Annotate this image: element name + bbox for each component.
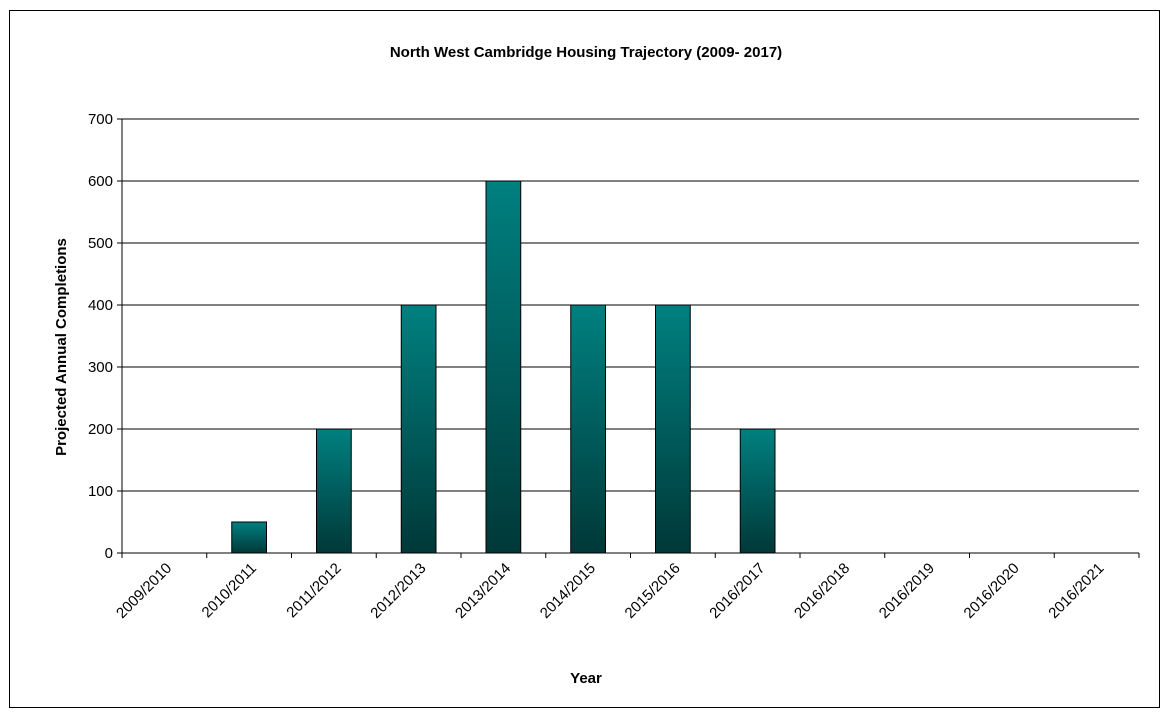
bar-2015-2016 xyxy=(655,304,691,554)
y-tick-label: 500 xyxy=(88,235,113,252)
x-tick-label: 2009/2010 xyxy=(113,560,175,622)
y-tick-label: 400 xyxy=(88,297,113,314)
y-tick-label: 600 xyxy=(88,173,113,190)
bar-2016-2017 xyxy=(739,428,776,554)
bar-2012-2013 xyxy=(400,304,437,554)
bar-2011-2012 xyxy=(316,428,352,554)
chart-title: North West Cambridge Housing Trajectory … xyxy=(390,44,782,61)
x-tick-label: 2010/2011 xyxy=(199,560,260,621)
y-tick-label: 0 xyxy=(105,545,113,562)
chart-frame: North West Cambridge Housing Trajectory … xyxy=(9,10,1160,708)
x-tick-label: 2016/2019 xyxy=(876,560,938,622)
x-tick-label: 2016/2021 xyxy=(1045,560,1107,622)
x-tick-label: 2012/2013 xyxy=(367,560,429,622)
bar-chart: North West Cambridge Housing Trajectory … xyxy=(53,44,1140,687)
x-tick-labels: 2009/2010 2010/2011 2011/2012 2012/2013 2013… xyxy=(113,560,1107,622)
x-tick-label: 2013/2014 xyxy=(452,560,514,622)
y-tick-labels: 0 100 200 300 400 500 600 700 xyxy=(88,111,113,562)
y-tick-label: 200 xyxy=(88,421,113,438)
x-tick-label: 2016/2018 xyxy=(791,560,853,622)
x-tick-label: 2015/2016 xyxy=(622,560,684,622)
bars xyxy=(231,180,776,554)
x-tick-label: 2011/2012 xyxy=(283,560,344,621)
y-tick-label: 700 xyxy=(88,111,113,128)
y-tick-label: 300 xyxy=(88,359,113,376)
x-tick-label: 2016/2020 xyxy=(961,560,1023,622)
axes xyxy=(117,118,1140,558)
bar-2014-2015 xyxy=(570,304,606,554)
bar-2010-2011 xyxy=(231,521,267,554)
x-axis-label: Year xyxy=(570,670,602,687)
y-tick-label: 100 xyxy=(88,483,113,500)
gridlines xyxy=(122,118,1139,492)
x-tick-label: 2014/2015 xyxy=(537,560,599,622)
x-tick-label: 2016/2017 xyxy=(706,560,768,622)
y-axis-label: Projected Annual Completions xyxy=(53,238,70,456)
bar-2013-2014 xyxy=(485,180,522,554)
